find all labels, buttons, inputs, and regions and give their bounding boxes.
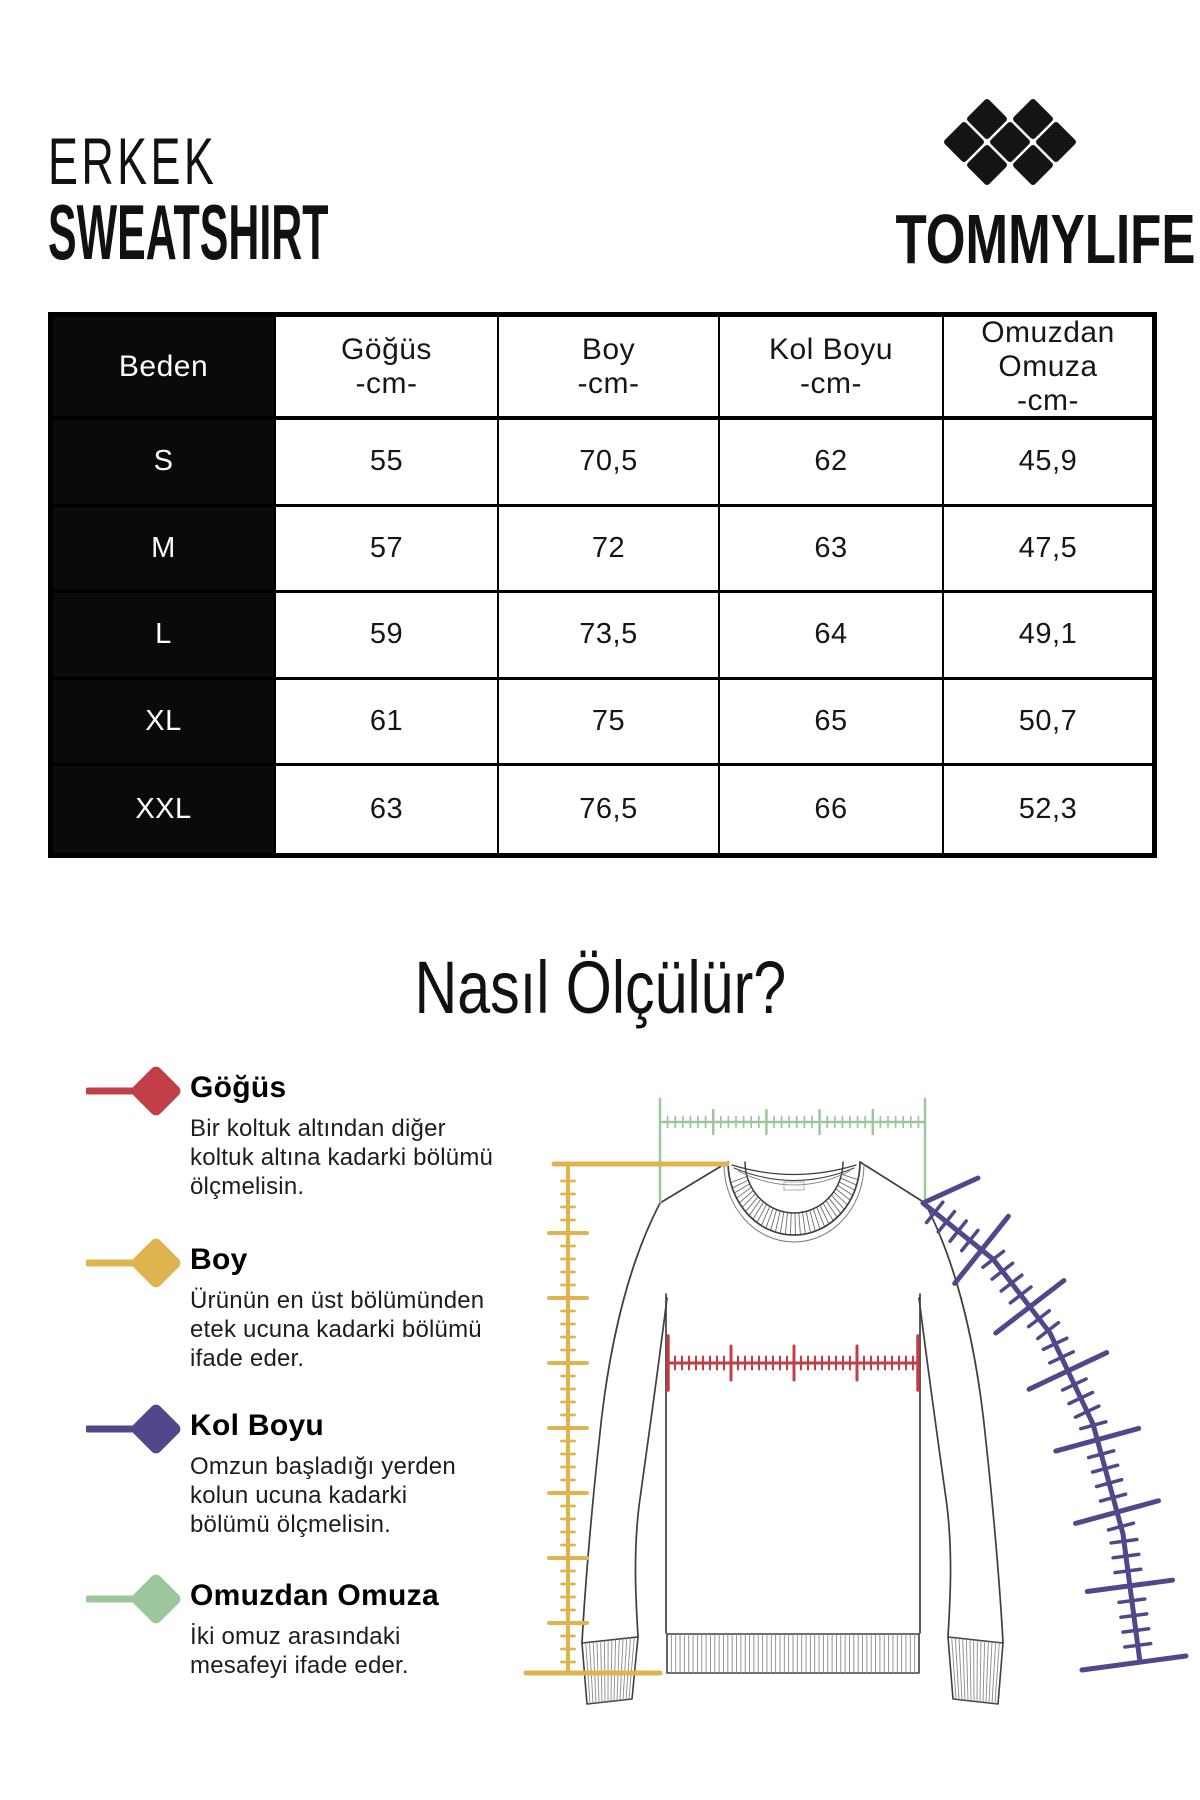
size-cell: L <box>53 593 276 680</box>
product-title: SWEATSHIRT <box>48 193 558 271</box>
column-label: Kol Boyu <box>768 332 894 366</box>
measure-desc-line: Ürünün en üst bölümünden <box>190 1287 485 1314</box>
value-cell: 47,5 <box>944 507 1152 594</box>
legend-text: Omuzdan Omuza İki omuz arasındaki mesafe… <box>190 1579 526 1680</box>
omuzdan-omuza-marker-icon <box>86 1574 181 1624</box>
value-cell: 73,5 <box>499 593 720 680</box>
value-cell: 76,5 <box>499 766 720 853</box>
value-cell: 66 <box>720 766 944 853</box>
measure-desc-line: Omzun başladığı yerden <box>190 1453 456 1480</box>
measure-desc-line: ölçmelisin. <box>190 1173 305 1200</box>
column-unit: -cm- <box>355 366 418 400</box>
product-category-text: ERKEK <box>48 124 218 198</box>
legend-item-omuzdan-omuza: Omuzdan Omuza İki omuz arasındaki mesafe… <box>86 1574 526 1680</box>
column-header-omuzdan-omuza: Omuzdan Omuza -cm- <box>944 315 1152 420</box>
measure-desc-line: İki omuz arasındaki <box>190 1623 401 1650</box>
legend-text: Boy Ürünün en üst bölümünden etek ucuna … <box>190 1243 526 1373</box>
column-label: Beden <box>118 349 209 383</box>
gogus-marker-icon <box>86 1066 181 1116</box>
measure-desc-line: kolun ucuna kadarki <box>190 1482 408 1509</box>
value-cell: 70,5 <box>499 420 720 507</box>
value-cell: 49,1 <box>944 593 1152 680</box>
brand-name-text: TOMMYLIFE <box>895 200 1196 278</box>
size-table-grid: Beden Göğüs -cm- Boy -cm- Kol Boyu -cm- … <box>53 315 1152 853</box>
value-cell: 50,7 <box>944 680 1152 767</box>
column-unit: -cm- <box>800 366 862 400</box>
value-cell: 63 <box>720 506 944 594</box>
column-header-gogus: Göğüs -cm- <box>276 317 499 420</box>
measure-name: Kol Boyu <box>190 1409 325 1442</box>
kol-boyu-marker-icon <box>86 1404 181 1454</box>
legend-text: Göğüs Bir koltuk altından diğer koltuk a… <box>190 1071 526 1201</box>
brand-block: TOMMYLIFE <box>840 88 1195 274</box>
column-header-beden: Beden <box>53 317 276 420</box>
size-table: Beden Göğüs -cm- Boy -cm- Kol Boyu -cm- … <box>48 312 1157 858</box>
boy-marker-icon <box>86 1238 181 1288</box>
value-cell: 75 <box>499 679 720 767</box>
column-unit: -cm- <box>577 366 640 400</box>
measure-desc-line: etek ucuna kadarki bölümü <box>190 1316 482 1343</box>
measure-name: Omuzdan Omuza <box>190 1579 439 1612</box>
measure-desc-line: ifade eder. <box>190 1345 305 1372</box>
measure-desc-line: koltuk altına kadarki bölümü <box>190 1144 494 1171</box>
value-cell: 65 <box>720 679 944 767</box>
measure-desc-line: mesafeyi ifade eder. <box>190 1652 409 1679</box>
value-cell: 52,3 <box>1018 793 1078 826</box>
value-cell: 45,9 <box>944 420 1152 507</box>
product-title-text: SWEATSHIRT <box>48 188 329 276</box>
column-unit: -cm- <box>1017 383 1079 417</box>
value-cell: 63 <box>276 766 499 853</box>
legend-item-kol-boyu: Kol Boyu Omzun başladığı yerden kolun uc… <box>86 1404 526 1539</box>
howto-title-text: Nasıl Ölçülür? <box>414 946 786 1029</box>
size-cell: M <box>53 506 276 594</box>
column-label: Göğüs <box>341 332 432 366</box>
howto-section-title: Nasıl Ölçülür? <box>0 948 1200 1028</box>
column-header-boy: Boy -cm- <box>499 317 720 420</box>
column-label: Omuzdan Omuza <box>981 315 1115 383</box>
size-cell: S <box>53 420 276 507</box>
value-cell: 61 <box>276 679 499 767</box>
size-cell: XXL <box>53 766 276 853</box>
legend-item-boy: Boy Ürünün en üst bölümünden etek ucuna … <box>86 1238 526 1373</box>
size-cell: XL <box>53 679 276 767</box>
value-cell: 59 <box>276 593 499 680</box>
measure-name: Göğüs <box>190 1071 287 1104</box>
column-header-kol-boyu: Kol Boyu -cm- <box>720 317 944 420</box>
legend-text: Kol Boyu Omzun başladığı yerden kolun uc… <box>190 1409 526 1539</box>
value-cell: 55 <box>276 420 499 507</box>
legend-item-gogus: Göğüs Bir koltuk altından diğer koltuk a… <box>86 1066 526 1201</box>
tommylife-logo-icon <box>944 99 1076 185</box>
measure-desc-line: bölümü ölçmelisin. <box>190 1511 392 1538</box>
value-cell: 57 <box>276 506 499 594</box>
measure-desc-line: Bir koltuk altından diğer <box>190 1115 446 1142</box>
product-category: ERKEK <box>48 128 297 194</box>
value-cell: 62 <box>720 420 944 507</box>
value-cell: 64 <box>720 593 944 680</box>
value-cell: 72 <box>499 506 720 594</box>
measure-name: Boy <box>190 1243 248 1276</box>
column-label: Boy <box>581 332 636 366</box>
sweatshirt-measure-diagram <box>523 1097 1189 1705</box>
brand-name: TOMMYLIFE <box>840 204 1195 274</box>
